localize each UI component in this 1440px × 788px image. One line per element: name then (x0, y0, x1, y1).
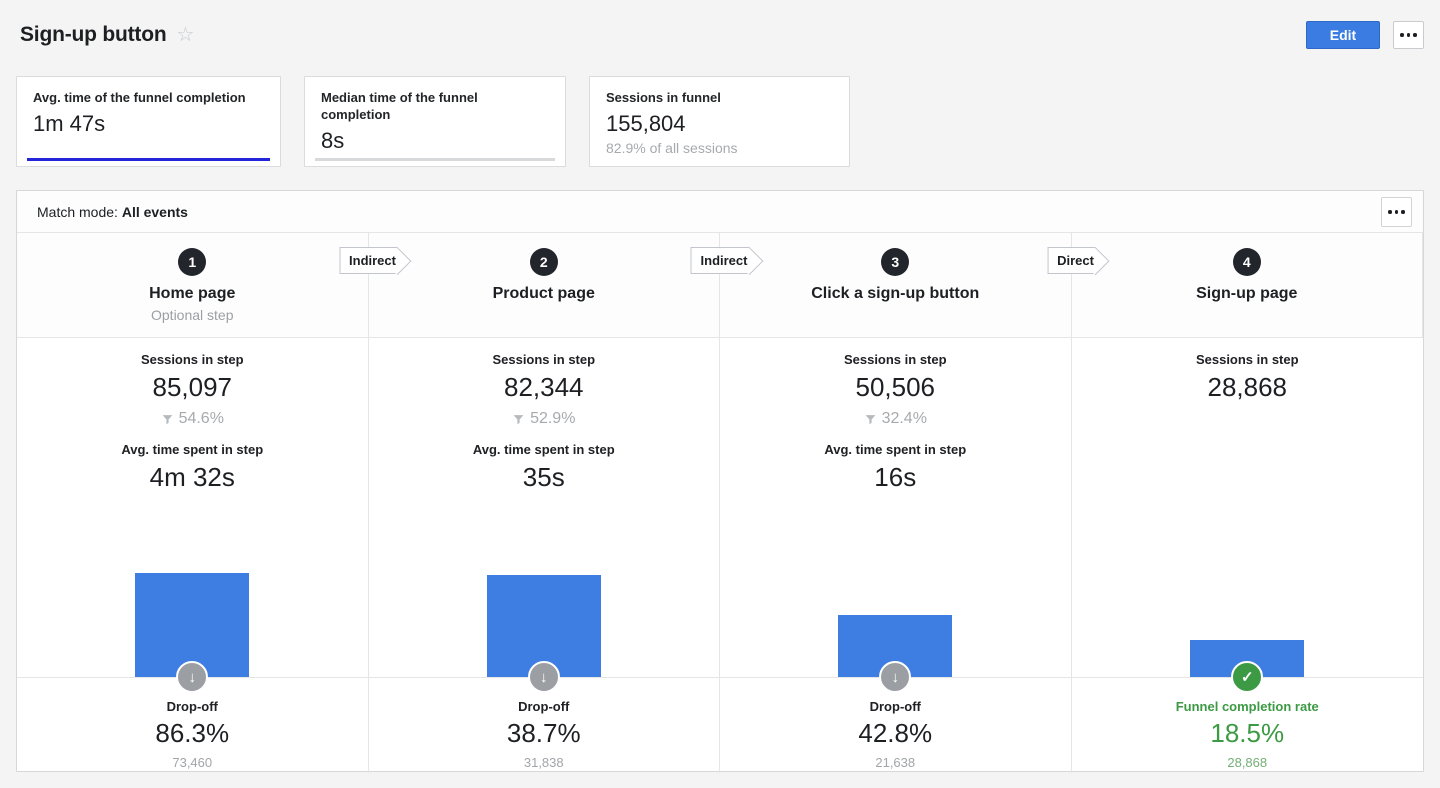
funnel-step-headers: 1 Home page Optional step 2 Product page… (17, 233, 1423, 338)
step-name: Home page (149, 285, 236, 302)
step-number-badge: 3 (881, 248, 910, 276)
match-mode-text: Match mode: All events (37, 204, 188, 220)
favorite-star-icon[interactable]: ☆ (176, 24, 195, 46)
sessions-value: 82,344 (503, 372, 584, 402)
card-subtitle: 82.9% of all sessions (606, 140, 738, 157)
avg-time-label: Avg. time spent in step (824, 442, 967, 457)
dropoff-percent: 38.7% (506, 718, 581, 748)
ellipsis-icon (1386, 210, 1406, 214)
sessions-value: 28,868 (1207, 372, 1288, 402)
dropoff-arrow-icon: ↓ (527, 661, 560, 693)
sessions-label: Sessions in step (140, 352, 244, 367)
sessions-label: Sessions in step (843, 352, 947, 367)
funnel-panel: Match mode: All events 1 Home page Optio… (16, 190, 1424, 773)
completion-check-icon: ✓ (1231, 661, 1264, 693)
avg-time-value: 35s (522, 462, 565, 492)
dropoff-count: 21,638 (875, 755, 916, 770)
page-title: Sign-up button (20, 23, 167, 46)
sessions-value: 50,506 (855, 372, 936, 402)
step-name: Product page (492, 285, 595, 302)
more-options-button[interactable] (1393, 21, 1424, 49)
funnel-filter-icon (513, 414, 524, 424)
connector-badge-indirect: Indirect (339, 247, 398, 274)
dropoff-arrow-icon: ↓ (879, 661, 912, 693)
dropoff-3: Drop-off 42.8% 21,638 (720, 678, 1072, 773)
dropoff-count: 31,838 (523, 755, 564, 770)
step-number-badge: 4 (1232, 248, 1261, 276)
card-active-indicator (27, 158, 270, 161)
completion-label: Funnel completion rate (1175, 699, 1319, 714)
dropoff-label: Drop-off (166, 699, 218, 714)
top-bar: Sign-up button ☆ Edit (20, 0, 1424, 70)
step-header-2: 2 Product page (369, 233, 720, 337)
step-note: Optional step (151, 307, 234, 323)
summary-cards: Avg. time of the funnel completion 1m 47… (16, 76, 850, 167)
conversion-rate: 54.6% (17, 410, 368, 428)
match-mode-value: All events (121, 203, 188, 220)
dropoff-label: Drop-off (869, 699, 921, 714)
dropoff-1: Drop-off 86.3% 73,460 (17, 678, 369, 773)
funnel-more-options-button[interactable] (1381, 197, 1412, 227)
avg-time-value: 4m 32s (149, 462, 235, 492)
card-title: Median time of the funnel completion (321, 90, 478, 123)
completion-percent: 18.5% (1210, 718, 1285, 748)
card-title: Avg. time of the funnel completion (33, 90, 246, 105)
conversion-rate: 32.4% (720, 410, 1071, 428)
step-header-3: 3 Click a sign-up button (720, 233, 1072, 337)
connector-badge-indirect: Indirect (690, 247, 750, 274)
step-bar (135, 573, 250, 677)
funnel-completion: Funnel completion rate 18.5% 28,868 (1072, 678, 1424, 773)
edit-button[interactable]: Edit (1306, 21, 1380, 49)
sessions-label: Sessions in step (492, 352, 596, 367)
ellipsis-icon (1398, 33, 1418, 37)
avg-time-value: 16s (874, 462, 917, 492)
completion-count: 28,868 (1227, 755, 1268, 770)
step-stats-2: Sessions in step 82,344 52.9% Avg. time … (369, 338, 720, 693)
match-mode-bar: Match mode: All events (17, 191, 1423, 233)
avg-time-label: Avg. time spent in step (472, 442, 615, 457)
dropoff-arrow-icon: ↓ (176, 661, 209, 693)
dropoff-count: 73,460 (172, 755, 213, 770)
funnel-dropoff-row: Drop-off 86.3% 73,460 Drop-off 38.7% 31,… (17, 678, 1423, 773)
funnel-filter-icon (162, 414, 172, 424)
funnel-filter-icon (865, 414, 875, 424)
card-title: Sessions in funnel (606, 90, 721, 105)
card-median-funnel-time[interactable]: Median time of the funnel completion 8s (304, 76, 566, 167)
step-header-4: 4 Sign-up page (1072, 233, 1423, 337)
match-mode-label: Match mode: (37, 203, 118, 220)
step-bar (486, 575, 601, 677)
connector-badge-direct: Direct (1047, 247, 1096, 274)
dropoff-2: Drop-off 38.7% 31,838 (369, 678, 720, 773)
step-number-badge: 2 (529, 248, 558, 276)
card-value: 8s (321, 128, 345, 154)
dropoff-percent: 86.3% (155, 718, 230, 748)
step-name: Click a sign-up button (811, 285, 980, 302)
step-stats-4: Sessions in step 28,868 ✓ (1072, 338, 1424, 693)
card-value: 1m 47s (33, 111, 106, 137)
dropoff-label: Drop-off (518, 699, 570, 714)
avg-time-label: Avg. time spent in step (121, 442, 264, 457)
card-inactive-indicator (315, 158, 555, 161)
step-name: Sign-up page (1196, 285, 1298, 302)
dropoff-percent: 42.8% (858, 718, 933, 748)
conversion-rate: 52.9% (369, 410, 720, 428)
step-stats-3: Sessions in step 50,506 32.4% Avg. time … (720, 338, 1072, 693)
card-value: 155,804 (606, 111, 686, 137)
step-stats-1: Sessions in step 85,097 54.6% Avg. time … (17, 338, 369, 693)
sessions-label: Sessions in step (1195, 352, 1299, 367)
card-avg-funnel-time[interactable]: Avg. time of the funnel completion 1m 47… (16, 76, 281, 167)
card-sessions-in-funnel[interactable]: Sessions in funnel 155,804 82.9% of all … (589, 76, 850, 167)
funnel-step-stats: Sessions in step 85,097 54.6% Avg. time … (17, 338, 1424, 693)
sessions-value: 85,097 (152, 372, 233, 402)
step-number-badge: 1 (178, 248, 207, 276)
step-header-1: 1 Home page Optional step (17, 233, 369, 337)
